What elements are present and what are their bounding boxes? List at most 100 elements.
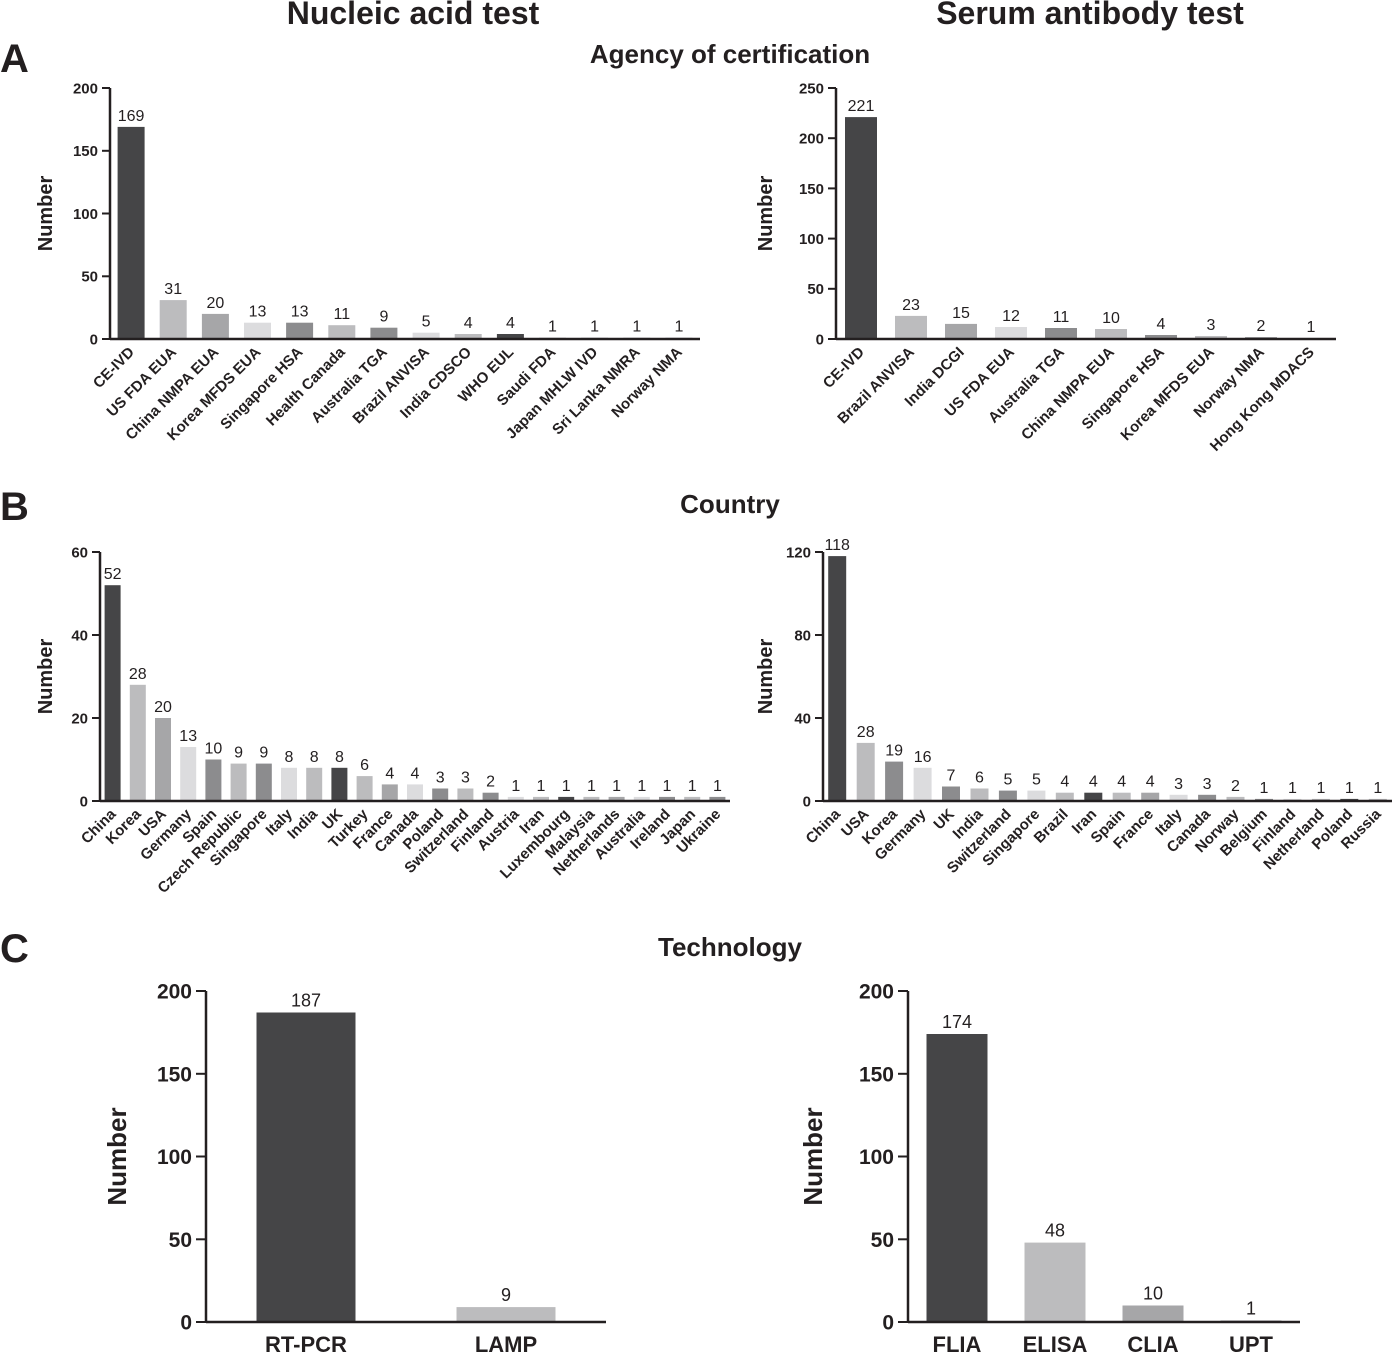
bar-value-label: 187	[291, 991, 321, 1011]
bar	[1226, 796, 1245, 801]
bar	[970, 788, 989, 801]
bar-value-label: 3	[436, 770, 445, 787]
bar	[281, 767, 297, 801]
y-tick-label: 0	[180, 1312, 192, 1335]
bar	[845, 117, 877, 339]
bar-value-label: 4	[385, 765, 394, 782]
y-tick-label: 50	[169, 1229, 192, 1252]
bar	[456, 1307, 556, 1322]
bar	[608, 796, 625, 801]
bar-value-label: 10	[1143, 1284, 1163, 1304]
bar	[432, 788, 449, 801]
bar-value-label: 10	[1102, 310, 1120, 327]
y-tick-label: 0	[80, 793, 88, 810]
bar-value-label: 1	[1316, 780, 1325, 797]
y-axis-label: Number	[755, 176, 777, 252]
bar	[482, 792, 499, 801]
bar-value-label: 3	[1203, 776, 1212, 793]
bar-value-label: 1	[713, 778, 722, 795]
bar	[407, 784, 423, 801]
bar	[155, 718, 171, 801]
bar-value-label: 3	[1174, 776, 1183, 793]
y-tick-label: 40	[71, 627, 88, 644]
bar	[1198, 794, 1217, 801]
bar-value-label: 6	[360, 757, 369, 774]
bar	[885, 761, 904, 801]
bar-value-label: 6	[975, 770, 984, 787]
bar	[381, 784, 398, 801]
y-axis-label: Number	[35, 176, 57, 252]
bar-value-label: 16	[914, 749, 932, 766]
bar-value-label: 4	[464, 315, 473, 332]
bar-value-label: 5	[422, 314, 431, 331]
bar	[633, 796, 650, 801]
bar	[496, 334, 524, 339]
y-tick-label: 200	[799, 131, 824, 148]
bar-value-label: 1	[632, 319, 641, 336]
y-axis-label: Number	[102, 1107, 132, 1205]
bar	[1145, 335, 1177, 339]
bar	[370, 327, 398, 339]
bar-value-label: 11	[1053, 309, 1070, 326]
y-axis-label: Number	[755, 639, 777, 715]
bar	[1169, 794, 1188, 801]
bar-value-label: 10	[205, 741, 223, 758]
bar	[457, 788, 474, 801]
bar-value-label: 4	[1157, 316, 1166, 333]
bar-value-label: 1	[688, 778, 697, 795]
y-tick-label: 20	[71, 710, 88, 727]
bar-value-label: 1	[537, 778, 546, 795]
bar	[1055, 792, 1074, 801]
bar	[1024, 1242, 1086, 1322]
bar-value-label: 1	[1345, 780, 1354, 797]
bar	[104, 585, 121, 801]
bar	[998, 790, 1017, 801]
bar	[926, 1034, 988, 1322]
bar-value-label: 48	[1045, 1221, 1065, 1241]
bar-value-label: 4	[1089, 774, 1098, 791]
bar-value-label: 1	[637, 778, 646, 795]
bar-value-label: 1	[590, 319, 599, 336]
y-tick-label: 80	[794, 627, 811, 644]
bar	[1095, 329, 1127, 339]
bar	[583, 796, 600, 801]
category-label: LAMP	[475, 1332, 537, 1357]
bar-value-label: 2	[1257, 318, 1266, 335]
bar	[117, 126, 145, 340]
y-tick-label: 150	[799, 181, 824, 198]
bar	[1027, 790, 1046, 801]
panel-letter-c: C	[0, 927, 29, 971]
y-tick-label: 150	[157, 1063, 192, 1086]
bar	[1112, 792, 1131, 801]
y-tick-label: 0	[90, 331, 98, 348]
bar-value-label: 2	[1231, 778, 1240, 795]
bar-value-label: 8	[285, 749, 294, 766]
category-label: FLIA	[933, 1332, 982, 1357]
bar-value-label: 1	[587, 778, 596, 795]
category-label: CLIA	[1127, 1332, 1178, 1357]
category-label: CE-IVD	[820, 344, 868, 392]
y-tick-label: 50	[807, 281, 824, 298]
bar-value-label: 4	[1060, 774, 1069, 791]
chart-country-serum: Number118China28USA19Korea16Germany7UK6I…	[755, 537, 1392, 877]
bar-value-label: 13	[179, 728, 197, 745]
bar	[995, 327, 1027, 339]
bar-value-label: 1	[1307, 319, 1316, 336]
bar-value-label: 1	[562, 778, 571, 795]
category-label: UPT	[1229, 1332, 1274, 1357]
bar	[244, 322, 271, 339]
y-axis-label: Number	[35, 639, 57, 715]
bar	[942, 786, 960, 801]
bar	[256, 1012, 356, 1322]
bar-value-label: 12	[1002, 308, 1020, 325]
bar	[159, 300, 187, 339]
bar	[286, 322, 314, 339]
bar-value-label: 19	[885, 743, 903, 760]
bar-value-label: 9	[234, 745, 243, 762]
bar-value-label: 1	[1260, 780, 1269, 797]
bar-value-label: 9	[379, 309, 388, 326]
category-label: India	[284, 805, 321, 842]
y-axis-label: Number	[798, 1107, 828, 1205]
y-tick-label: 50	[81, 269, 98, 286]
